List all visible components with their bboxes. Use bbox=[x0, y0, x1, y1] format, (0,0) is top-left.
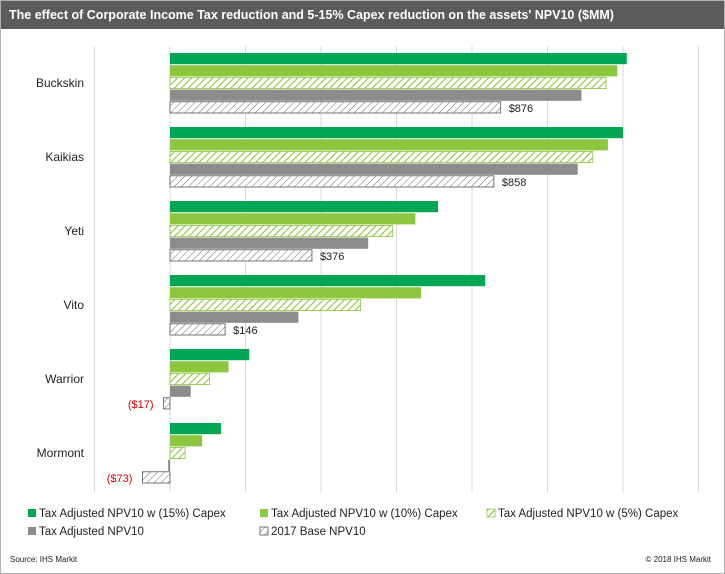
bar-capex15-kaikias bbox=[170, 127, 623, 139]
legend-label-base: 2017 Base NPV10 bbox=[271, 526, 366, 538]
data-label-buckskin: $876 bbox=[509, 103, 533, 115]
bar-capex5-mormont bbox=[169, 446, 186, 459]
bar-capex5-kaikias bbox=[169, 150, 594, 163]
bar-npv10-kaikias bbox=[170, 163, 578, 175]
data-label-vito: $146 bbox=[233, 325, 257, 337]
bar-base-kaikias bbox=[169, 175, 495, 188]
legend: Tax Adjusted NPV10 w (15%) Capex Tax Adju… bbox=[28, 508, 679, 538]
gridlines bbox=[94, 46, 699, 492]
data-label-yeti: $376 bbox=[320, 251, 344, 263]
legend-swatch-capex5 bbox=[486, 508, 496, 518]
category-label-mormont: Mormont bbox=[37, 446, 85, 460]
legend-label-npv10: Tax Adjusted NPV10 bbox=[39, 526, 144, 538]
data-label-warrior: ($17) bbox=[128, 399, 154, 411]
bar-base-yeti bbox=[169, 249, 313, 262]
source-note: Source: IHS Markit bbox=[10, 555, 78, 564]
bar-capex5-vito bbox=[169, 298, 362, 311]
bar-base-mormont bbox=[142, 471, 171, 484]
bar-capex5-yeti bbox=[169, 224, 394, 237]
category-label-vito: Vito bbox=[64, 298, 85, 312]
bar-capex5-buckskin bbox=[169, 77, 607, 90]
bar-capex15-warrior bbox=[170, 349, 250, 361]
bar-base-buckskin bbox=[169, 101, 502, 114]
category-label-buckskin: Buckskin bbox=[36, 76, 84, 90]
legend-swatch-base bbox=[259, 526, 269, 536]
category-label-kaikias: Kaikias bbox=[45, 150, 84, 164]
data-labels: $876 $858 $376 $146 ($17) ($73) bbox=[107, 103, 533, 485]
legend-swatch-npv10 bbox=[28, 527, 36, 535]
bar-capex10-warrior bbox=[170, 361, 229, 373]
bar-capex10-buckskin bbox=[170, 65, 618, 77]
legend-swatch-capex10 bbox=[260, 509, 268, 517]
bar-base-warrior bbox=[163, 397, 171, 410]
bar-npv10-vito bbox=[170, 311, 299, 323]
copyright-note: © 2018 IHS Markit bbox=[645, 555, 711, 564]
legend-swatch-capex15 bbox=[28, 509, 36, 517]
bar-capex10-mormont bbox=[170, 435, 203, 447]
bar-capex15-mormont bbox=[170, 423, 221, 435]
category-labels: Buckskin Kaikias Yeti Vito Warrior Mormont bbox=[36, 76, 85, 460]
legend-label-capex5: Tax Adjusted NPV10 w (5%) Capex bbox=[498, 508, 679, 520]
bar-capex15-vito bbox=[170, 275, 486, 287]
bar-npv10-yeti bbox=[170, 237, 369, 249]
chart-title: The effect of Corporate Income Tax reduc… bbox=[1, 1, 724, 29]
bars bbox=[142, 53, 627, 484]
bar-capex15-yeti bbox=[170, 201, 439, 213]
legend-label-capex10: Tax Adjusted NPV10 w (10%) Capex bbox=[271, 508, 458, 520]
bar-npv10-warrior bbox=[170, 385, 191, 397]
bar-capex10-vito bbox=[170, 287, 422, 299]
category-label-warrior: Warrior bbox=[45, 372, 84, 386]
legend-label-capex15: Tax Adjusted NPV10 w (15%) Capex bbox=[39, 508, 226, 520]
bar-base-vito bbox=[169, 323, 226, 336]
data-label-kaikias: $858 bbox=[502, 177, 526, 189]
data-label-mormont: ($73) bbox=[107, 473, 133, 485]
bar-npv10-mormont bbox=[168, 459, 170, 471]
bar-capex15-buckskin bbox=[170, 53, 627, 65]
bar-npv10-buckskin bbox=[170, 89, 582, 101]
category-label-yeti: Yeti bbox=[64, 224, 84, 238]
bar-capex5-warrior bbox=[169, 372, 211, 385]
bar-capex10-kaikias bbox=[170, 139, 608, 151]
bar-capex10-yeti bbox=[170, 213, 416, 225]
